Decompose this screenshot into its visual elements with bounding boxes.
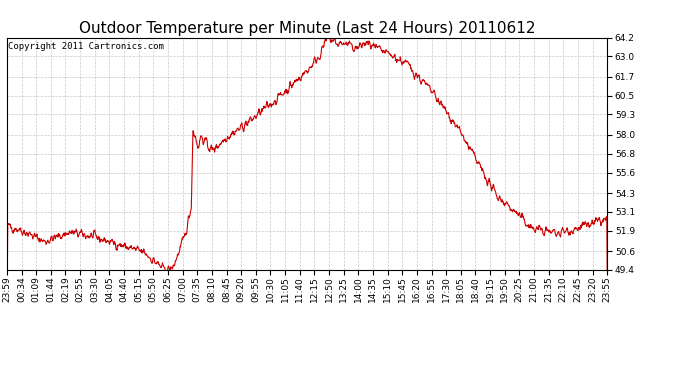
Title: Outdoor Temperature per Minute (Last 24 Hours) 20110612: Outdoor Temperature per Minute (Last 24 … [79, 21, 535, 36]
Text: Copyright 2011 Cartronics.com: Copyright 2011 Cartronics.com [8, 42, 164, 51]
